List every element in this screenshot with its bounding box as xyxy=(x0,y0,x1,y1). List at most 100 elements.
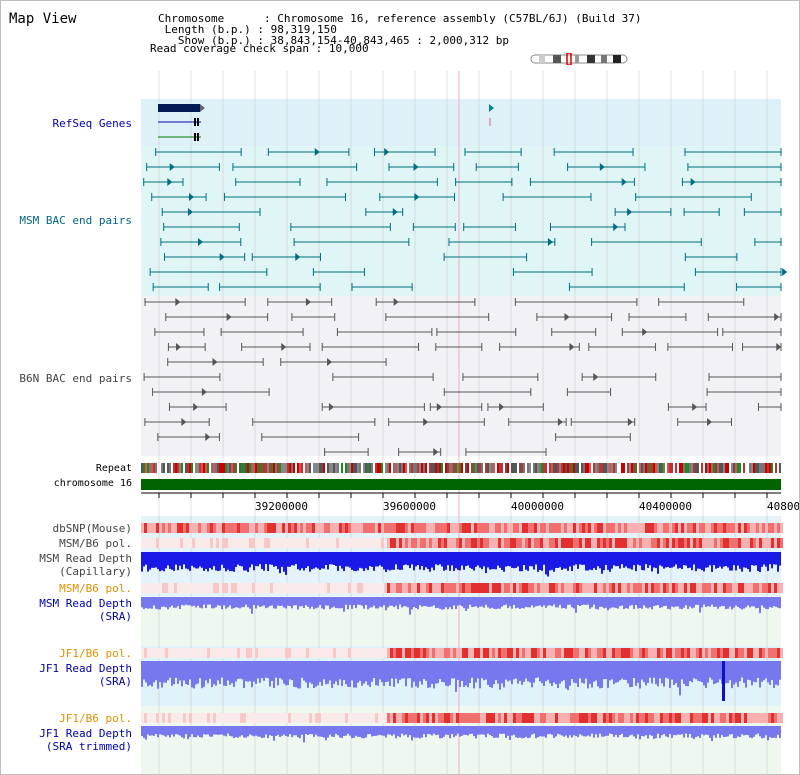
depth-bar xyxy=(607,661,609,688)
dbsnp-label[interactable]: dbSNP(Mouse) xyxy=(52,522,132,535)
depth-bar xyxy=(285,552,287,575)
pol-cell xyxy=(327,648,330,658)
pol-cell xyxy=(153,583,156,593)
chromosome-track-label[interactable]: chromosome 16 xyxy=(53,478,132,489)
depth-bar xyxy=(425,661,427,681)
pol-cell xyxy=(699,648,702,658)
msm-b6-pol-sra-label[interactable]: MSM/B6 pol. xyxy=(59,582,132,595)
depth-bar xyxy=(507,552,509,567)
depth-bar xyxy=(503,597,505,606)
pol-cell xyxy=(477,523,480,533)
msm-b6-pol-cap-label[interactable]: MSM/B6 pol. xyxy=(59,537,132,550)
pol-cell xyxy=(186,713,189,723)
pol-cell xyxy=(246,648,249,658)
pol-cell xyxy=(450,713,453,723)
pol-cell xyxy=(507,713,510,723)
jf1-read-depth-trim-label[interactable]: JF1 Read Depth (SRA trimmed) xyxy=(39,727,132,753)
pol-cell xyxy=(252,648,255,658)
depth-bar xyxy=(183,552,185,565)
depth-bar xyxy=(327,661,329,684)
pol-cell xyxy=(141,538,144,548)
pol-cell xyxy=(189,583,192,593)
depth-bar xyxy=(687,597,689,609)
pol-cell xyxy=(621,538,624,548)
depth-bar xyxy=(397,552,399,570)
depth-bar xyxy=(237,552,239,565)
depth-bar xyxy=(585,661,587,679)
pol-cell xyxy=(411,583,414,593)
depth-bar xyxy=(257,552,259,567)
msm-read-depth-cap-label[interactable]: MSM Read Depth (Capillary) xyxy=(39,552,132,578)
depth-bar xyxy=(349,661,351,687)
pol-cell xyxy=(654,648,657,658)
depth-bar xyxy=(717,597,719,609)
depth-bar xyxy=(273,661,275,689)
depth-bar xyxy=(525,552,527,570)
depth-bar xyxy=(779,552,781,566)
msm-read-depth-sra-label[interactable]: MSM Read Depth (SRA) xyxy=(39,597,132,623)
jf1-read-depth-label[interactable]: JF1 Read Depth (SRA) xyxy=(39,662,132,688)
depth-bar xyxy=(635,726,637,739)
pol-cell xyxy=(432,648,435,658)
pol-cell xyxy=(159,713,162,723)
msm-bac-label[interactable]: MSM BAC end pairs xyxy=(19,214,132,227)
pol-cell xyxy=(717,583,720,593)
chromosome-ideogram[interactable] xyxy=(529,53,631,65)
pol-cell xyxy=(681,523,684,533)
depth-bar xyxy=(293,726,295,736)
pol-cell xyxy=(462,538,465,548)
depth-bar xyxy=(227,597,229,608)
depth-bar xyxy=(147,552,149,572)
depth-bar xyxy=(499,661,501,690)
pol-cell xyxy=(435,583,438,593)
b6n-bac-label[interactable]: B6N BAC end pairs xyxy=(19,372,132,385)
pol-cell xyxy=(492,648,495,658)
depth-bar xyxy=(171,726,173,735)
depth-bar xyxy=(351,552,353,570)
pol-cell xyxy=(594,713,597,723)
depth-bar xyxy=(229,552,231,572)
depth-bar xyxy=(491,597,493,608)
repeat-segment xyxy=(687,463,689,473)
depth-bar xyxy=(765,597,767,609)
depth-bar xyxy=(395,552,397,565)
pol-cell xyxy=(657,538,660,548)
pol-cell xyxy=(753,538,756,548)
jf1-b6-pol-trim-label[interactable]: JF1/B6 pol. xyxy=(59,712,132,725)
refseq-genes-label[interactable]: RefSeq Genes xyxy=(52,117,132,130)
pol-cell xyxy=(579,583,582,593)
depth-bar xyxy=(585,552,587,571)
pol-cell xyxy=(360,523,363,533)
pol-cell xyxy=(771,713,774,723)
depth-bar xyxy=(523,661,525,682)
pol-cell xyxy=(486,583,489,593)
b6n-bac-pair-arrow xyxy=(181,418,187,426)
depth-bar xyxy=(429,661,431,688)
pol-cell xyxy=(141,583,144,593)
b6n-bac-pair-arrow xyxy=(774,313,780,321)
depth-bar xyxy=(735,661,737,683)
repeat-segment xyxy=(169,463,171,473)
depth-bar xyxy=(391,597,393,606)
pol-cell xyxy=(687,523,690,533)
depth-bar xyxy=(525,597,527,607)
depth-bar xyxy=(181,726,183,738)
depth-bar xyxy=(677,597,679,607)
repeat-label[interactable]: Repeat xyxy=(95,463,132,474)
depth-bar xyxy=(369,552,371,567)
depth-bar xyxy=(527,661,529,682)
depth-bar xyxy=(199,726,201,738)
depth-bar xyxy=(733,552,735,566)
pol-cell xyxy=(159,523,162,533)
depth-bar xyxy=(777,552,779,572)
pol-cell xyxy=(576,648,579,658)
depth-bar xyxy=(265,552,267,565)
jf1-b6-pol-label[interactable]: JF1/B6 pol. xyxy=(59,647,132,660)
pol-cell xyxy=(504,583,507,593)
depth-bar xyxy=(701,726,703,735)
depth-bar xyxy=(219,552,221,571)
depth-bar xyxy=(363,597,365,609)
pol-cell xyxy=(396,523,399,533)
depth-bar xyxy=(471,552,473,569)
